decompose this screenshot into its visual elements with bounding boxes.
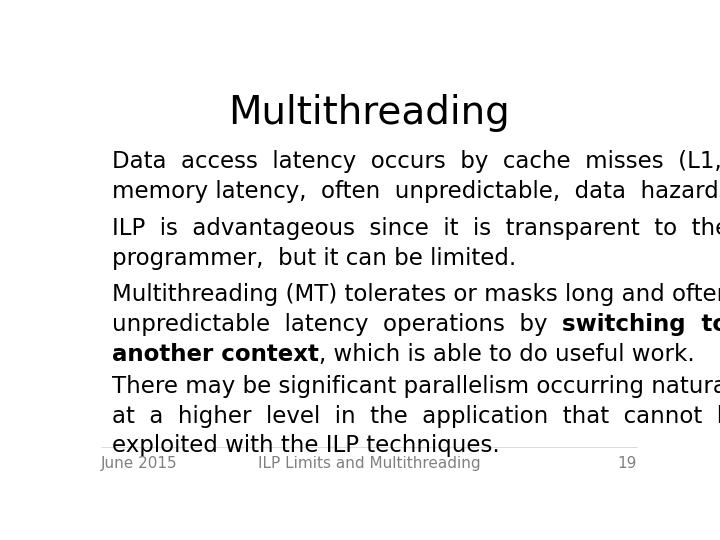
Text: Data  access  latency  occurs  by  cache  misses  (L1,  L2),: Data access latency occurs by cache miss… bbox=[112, 150, 720, 173]
Text: exploited with the ILP techniques.: exploited with the ILP techniques. bbox=[112, 435, 500, 457]
Text: ✕: ✕ bbox=[649, 29, 675, 58]
Text: ILP  is  advantageous  since  it  is  transparent  to  the: ILP is advantageous since it is transpar… bbox=[112, 217, 720, 240]
Text: Multithreading (MT) tolerates or masks long and often: Multithreading (MT) tolerates or masks l… bbox=[112, 283, 720, 306]
Text: 19: 19 bbox=[618, 456, 637, 471]
Text: Multithreading: Multithreading bbox=[228, 94, 510, 132]
Text: another context: another context bbox=[112, 343, 319, 366]
Text: , which is able to do useful work.: , which is able to do useful work. bbox=[319, 343, 695, 366]
Text: memory latency,  often  unpredictable,  data  hazards.: memory latency, often unpredictable, dat… bbox=[112, 180, 720, 203]
Text: programmer,  but it can be limited.: programmer, but it can be limited. bbox=[112, 246, 516, 269]
Text: There may be significant parallelism occurring naturally: There may be significant parallelism occ… bbox=[112, 375, 720, 397]
Text: unpredictable  latency  operations  by: unpredictable latency operations by bbox=[112, 313, 562, 336]
Text: at  a  higher  level  in  the  application  that  cannot  be: at a higher level in the application tha… bbox=[112, 404, 720, 428]
Text: switching  to: switching to bbox=[562, 313, 720, 336]
Text: June 2015: June 2015 bbox=[101, 456, 178, 471]
Text: ILP Limits and Multithreading: ILP Limits and Multithreading bbox=[258, 456, 480, 471]
